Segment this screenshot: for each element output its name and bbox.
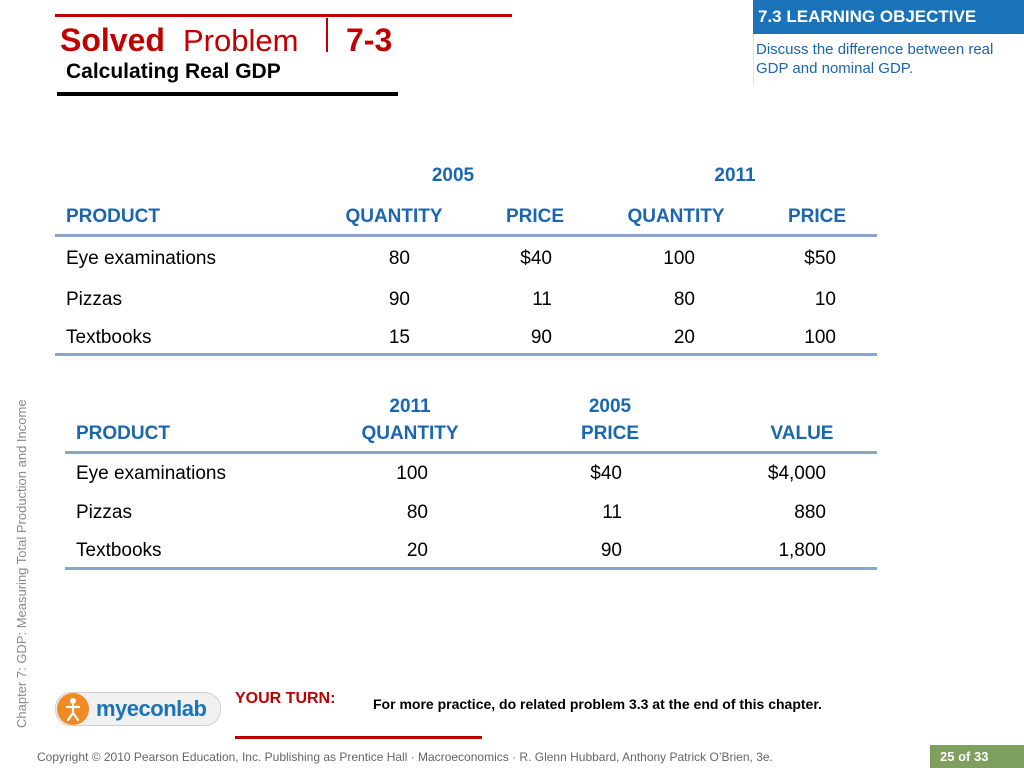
table-cell: 90 xyxy=(600,540,622,561)
table-cell: Eye examinations xyxy=(76,463,226,484)
table-cell: 20 xyxy=(406,540,428,561)
table-cell: 11 xyxy=(532,289,552,310)
table-cell: 90 xyxy=(388,289,410,310)
table2-header-product: PRODUCT xyxy=(76,423,170,444)
table-cell: 880 xyxy=(794,502,826,523)
table-cell: 1,800 xyxy=(778,540,826,561)
table-cell: 11 xyxy=(602,502,622,523)
figure-icon xyxy=(65,698,81,722)
title-solved: Solved xyxy=(60,22,165,58)
learning-objective-header xyxy=(753,0,1024,34)
table-cell: Pizzas xyxy=(76,502,132,523)
table-cell: $4,000 xyxy=(767,463,826,484)
table-cell: Pizzas xyxy=(66,289,122,310)
table-header-quantity-2011: QUANTITY xyxy=(627,206,725,227)
table-cell: 100 xyxy=(396,463,428,484)
table-cell: $40 xyxy=(590,463,622,484)
your-turn-rule xyxy=(235,736,482,739)
your-turn-text: For more practice, do related problem 3.… xyxy=(373,696,822,712)
learning-objective-text: Discuss the difference between real GDP … xyxy=(756,41,994,77)
table-header-quantity-2005: QUANTITY xyxy=(345,206,443,227)
subtitle-underline xyxy=(57,92,398,96)
table-cell: 80 xyxy=(388,248,410,269)
page-indicator-text: 25 of 33 xyxy=(940,749,988,764)
learning-objective-title: 7.3 LEARNING OBJECTIVE xyxy=(758,7,977,26)
table-cell: 90 xyxy=(530,327,552,348)
table2-bottom-rule xyxy=(65,567,877,570)
table-cell: $40 xyxy=(520,248,552,269)
chapter-sidebar-label: Chapter 7: GDP: Measuring Total Producti… xyxy=(14,399,29,728)
table-cell: 100 xyxy=(804,327,836,348)
table2-header-value: VALUE xyxy=(770,423,834,444)
table-cell: Eye examinations xyxy=(66,248,216,269)
page-current: 25 xyxy=(940,749,955,764)
table-header-price-2005: PRICE xyxy=(505,206,565,227)
table2-header-year-2011: 2011 xyxy=(389,396,431,417)
table-cell: Textbooks xyxy=(66,327,152,348)
year-header-2005: 2005 xyxy=(431,165,475,186)
title-divider xyxy=(326,18,328,52)
table-cell: $50 xyxy=(804,248,836,269)
table-cell: 10 xyxy=(814,289,836,310)
table-cell: Textbooks xyxy=(76,540,162,561)
table-cell: 100 xyxy=(663,248,695,269)
table-cell: 20 xyxy=(673,327,695,348)
your-turn-label: YOUR TURN: xyxy=(235,690,336,707)
table-header-rule xyxy=(55,234,877,237)
copyright-text: Copyright © 2010 Pearson Education, Inc.… xyxy=(37,750,773,764)
header-top-rule xyxy=(55,14,512,17)
table-bottom-rule xyxy=(55,353,877,356)
myeconlab-logo-icon xyxy=(57,693,89,725)
table-cell: 15 xyxy=(388,327,410,348)
table2-header-price: PRICE xyxy=(580,423,640,444)
year-header-2011: 2011 xyxy=(714,165,756,186)
myeconlab-logo-text: myeconlab xyxy=(96,696,207,721)
title-problem: Problem xyxy=(183,23,299,58)
page-indicator xyxy=(930,745,1024,768)
table-cell: 80 xyxy=(406,502,428,523)
table2-header-year-2005: 2005 xyxy=(588,396,632,417)
table2-header-quantity: QUANTITY xyxy=(361,423,459,444)
table-header-price-2011: PRICE xyxy=(787,206,847,227)
table-cell: 80 xyxy=(673,289,695,310)
table2-header-rule xyxy=(65,451,877,454)
page-total: 33 xyxy=(974,749,989,764)
table-header-product: PRODUCT xyxy=(66,206,160,227)
page-of: of xyxy=(958,749,971,764)
problem-number: 7-3 xyxy=(346,22,393,58)
page-subtitle: Calculating Real GDP xyxy=(66,60,281,83)
